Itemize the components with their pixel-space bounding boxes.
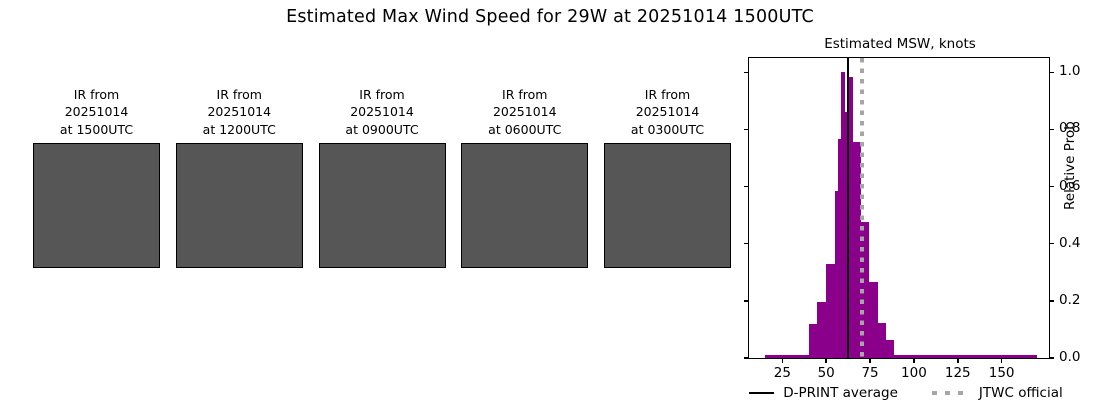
y-axis-tick-left	[744, 357, 749, 359]
satellite-panel-label: IR from 20251014 at 1500UTC	[59, 87, 134, 137]
x-axis-tick-label: 25	[773, 365, 791, 381]
y-axis-tick-label: 0.6	[1059, 177, 1081, 194]
y-axis-tick-label: 0.2	[1059, 291, 1081, 308]
histogram-bar	[869, 282, 878, 358]
histogram-plot-area: 25 50 75 100 125 150 0.0 0.2 0.4 0.6 0.8 1.0	[744, 57, 1080, 381]
cyclone-cloud-icon	[605, 144, 730, 267]
cyclone-cloud-icon	[177, 144, 302, 267]
x-axis-tick-label: 150	[988, 365, 1015, 381]
ir-satellite-image	[318, 143, 446, 269]
x-axis-tick	[869, 358, 871, 363]
x-axis-tick	[1000, 358, 1003, 363]
y-axis-tick-right	[1049, 300, 1054, 302]
x-axis-tick	[781, 358, 784, 363]
y-axis-tick-left	[744, 71, 749, 74]
x-axis-tick-label: 75	[861, 365, 879, 381]
satellite-panel-label: IR from 20251014 at 0300UTC	[630, 87, 705, 137]
legend-item-jtwc-official: JTWC official	[931, 385, 1063, 401]
ir-satellite-image	[175, 143, 303, 269]
histogram-bar	[844, 112, 849, 358]
x-axis-tick-label: 50	[817, 365, 835, 381]
ir-satellite-image	[604, 143, 731, 269]
legend-label: D-PRINT average	[783, 385, 898, 401]
y-axis-tick-right	[1049, 357, 1054, 359]
y-axis-tick-label: 0.4	[1059, 234, 1081, 251]
y-axis-tick-right	[1049, 71, 1054, 74]
satellite-panel-label: IR from 20251014 at 0900UTC	[345, 87, 419, 137]
histogram-bar	[841, 72, 845, 358]
histogram-bar	[853, 142, 862, 358]
histogram-bar	[826, 263, 835, 358]
y-axis-tick-left	[744, 128, 749, 131]
histogram-bar	[861, 221, 870, 358]
histogram-bar	[893, 354, 1037, 358]
x-axis-tick-label: 100	[901, 365, 927, 381]
satellite-strip: IR from 20251014 at 1500UTC IR from 20251…	[33, 86, 731, 269]
y-axis-tick-right	[1049, 128, 1054, 131]
histogram-bar	[885, 339, 894, 358]
histogram-bar	[764, 354, 809, 358]
x-axis-tick	[957, 358, 959, 363]
x-axis-tick	[913, 358, 915, 363]
legend-label: JTWC official	[978, 385, 1063, 401]
histogram-bar	[808, 324, 818, 358]
histogram-bar	[848, 76, 854, 358]
x-axis-tick	[825, 358, 827, 363]
y-axis-tick-left	[744, 185, 749, 188]
dotted-line-swatch-icon	[931, 391, 970, 395]
satellite-panel-label: IR from 20251014 at 1200UTC	[202, 87, 276, 137]
y-axis-tick-left	[744, 242, 749, 245]
y-axis-tick-right	[1049, 185, 1054, 188]
cyclone-cloud-icon	[462, 144, 587, 267]
satellite-panel-label: IR from 20251014 at 0600UTC	[488, 87, 562, 137]
cyclone-cloud-icon	[34, 144, 159, 267]
figure-title: Estimated Max Wind Speed for 29W at 2025…	[286, 7, 814, 27]
histogram-bar	[877, 322, 886, 358]
dprint-average-line	[846, 58, 849, 358]
histogram-bar	[817, 301, 827, 358]
legend-item-dprint-average: D-PRINT average	[749, 385, 898, 401]
satellite-panel: IR from 20251014 at 1500UTC	[33, 86, 160, 269]
y-axis-tick-label: 1.0	[1059, 63, 1081, 80]
jtwc-official-line	[859, 58, 864, 358]
ir-satellite-image	[33, 143, 160, 269]
y-axis-label: Relative Prob	[1062, 121, 1078, 210]
ir-satellite-image	[461, 143, 589, 269]
satellite-panel: IR from 20251014 at 0600UTC	[461, 86, 589, 269]
histogram-bar	[834, 190, 839, 358]
histogram-bar	[838, 139, 842, 358]
y-axis-tick-right	[1049, 242, 1054, 245]
histogram-title: Estimated MSW, knots	[824, 36, 976, 52]
y-axis-tick-left	[744, 300, 749, 302]
cyclone-cloud-icon	[320, 144, 445, 267]
y-axis-tick-label: 0.0	[1059, 349, 1081, 365]
solid-line-swatch-icon	[749, 392, 775, 394]
satellite-panel: IR from 20251014 at 0300UTC	[604, 86, 731, 269]
x-axis-tick-label: 125	[944, 365, 971, 381]
chart-legend: D-PRINT average JTWC official	[722, 382, 1090, 404]
satellite-panel: IR from 20251014 at 0900UTC	[318, 86, 446, 269]
satellite-panel: IR from 20251014 at 1200UTC	[175, 86, 303, 269]
y-axis-tick-label: 0.8	[1059, 120, 1081, 137]
